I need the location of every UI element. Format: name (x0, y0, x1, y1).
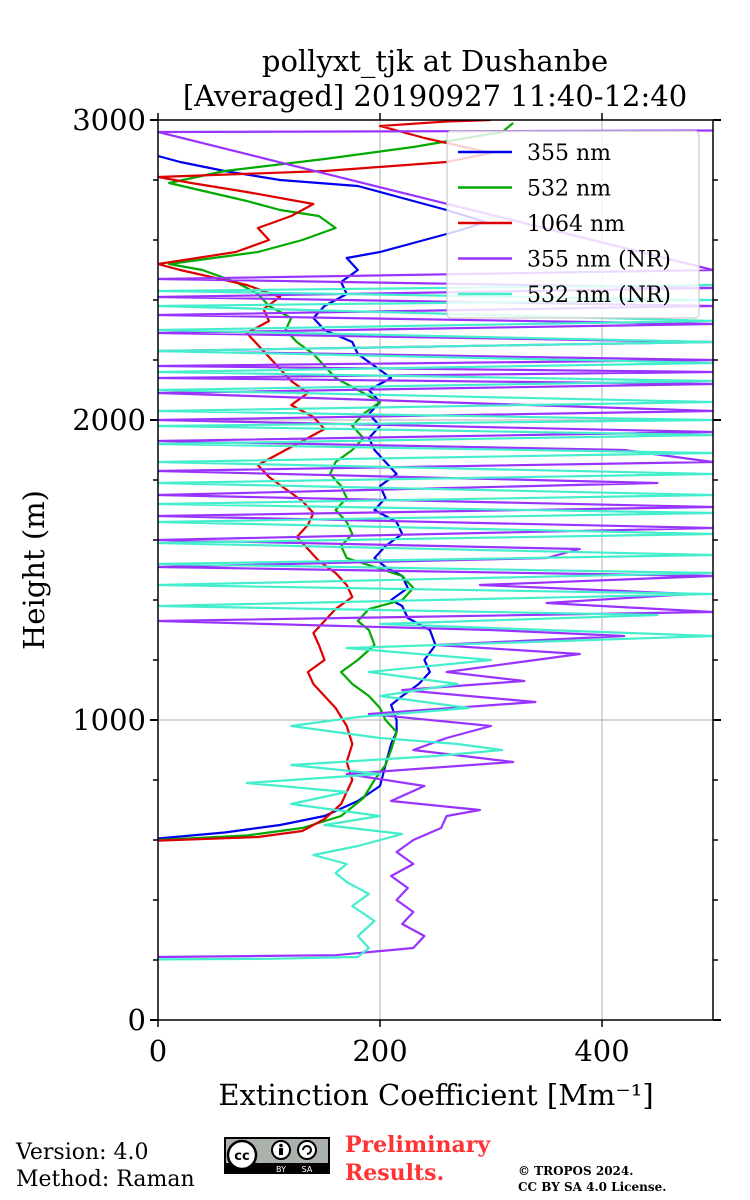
axis-ticks: 0 200 400 0 1000 2000 3000 (72, 103, 721, 1068)
version-label: Version: 4.0 (16, 1140, 149, 1165)
legend-label: 355 nm (NR) (527, 248, 671, 273)
preliminary-notice: Preliminary Results. (345, 1131, 490, 1187)
y-tick-label: 3000 (72, 103, 146, 137)
preliminary-line1: Preliminary (345, 1132, 491, 1158)
legend-label: 355 nm (527, 141, 611, 166)
copyright-line1: © TROPOS 2024. (518, 1164, 634, 1178)
series-group (158, 120, 713, 961)
cc-license-badge: cc BY SA (224, 1137, 330, 1174)
cc-icon (226, 1139, 258, 1171)
x-tick-label: 0 (149, 1034, 167, 1068)
series-line-4 (158, 283, 713, 961)
legend-label: 532 nm (NR) (527, 283, 671, 308)
legend-label: 1064 nm (527, 212, 625, 237)
y-axis-label: Height (m) (17, 490, 51, 650)
legend-label: 532 nm (527, 177, 611, 202)
sa-label: SA (302, 1165, 313, 1174)
y-tick-label: 0 (128, 1003, 146, 1037)
by-label: BY (276, 1165, 286, 1174)
copyright-line2: CC BY SA 4.0 License. (518, 1180, 667, 1194)
y-tick-label: 2000 (72, 403, 146, 437)
plot-frame (157, 119, 714, 1021)
cc-icon-label: cc (234, 1149, 249, 1164)
legend-box (446, 130, 700, 319)
chart-title-line2: [Averaged] 20190927 11:40-12:40 (183, 79, 687, 113)
method-label: Method: Raman (16, 1167, 195, 1192)
series-line-2 (158, 120, 493, 842)
sa-icon (297, 1140, 317, 1160)
y-tick-label: 1000 (72, 703, 146, 737)
copyright-notice: © TROPOS 2024. CC BY SA 4.0 License. (518, 1163, 666, 1195)
x-tick-label: 200 (352, 1034, 407, 1068)
extinction-chart: 0 200 400 0 1000 2000 3000 pollyxt_tjk at Dush… (17, 44, 721, 1112)
x-tick-label: 400 (574, 1034, 629, 1068)
preliminary-line2: Results. (345, 1160, 445, 1186)
chart-title-line1: pollyxt_tjk at Dushanbe (262, 44, 608, 79)
x-axis-label: Extinction Coefficient [Mm⁻¹] (218, 1078, 653, 1112)
legend: 355 nm 532 nm 1064 nm 355 nm (NR) 532 nm (NR… (446, 130, 700, 319)
